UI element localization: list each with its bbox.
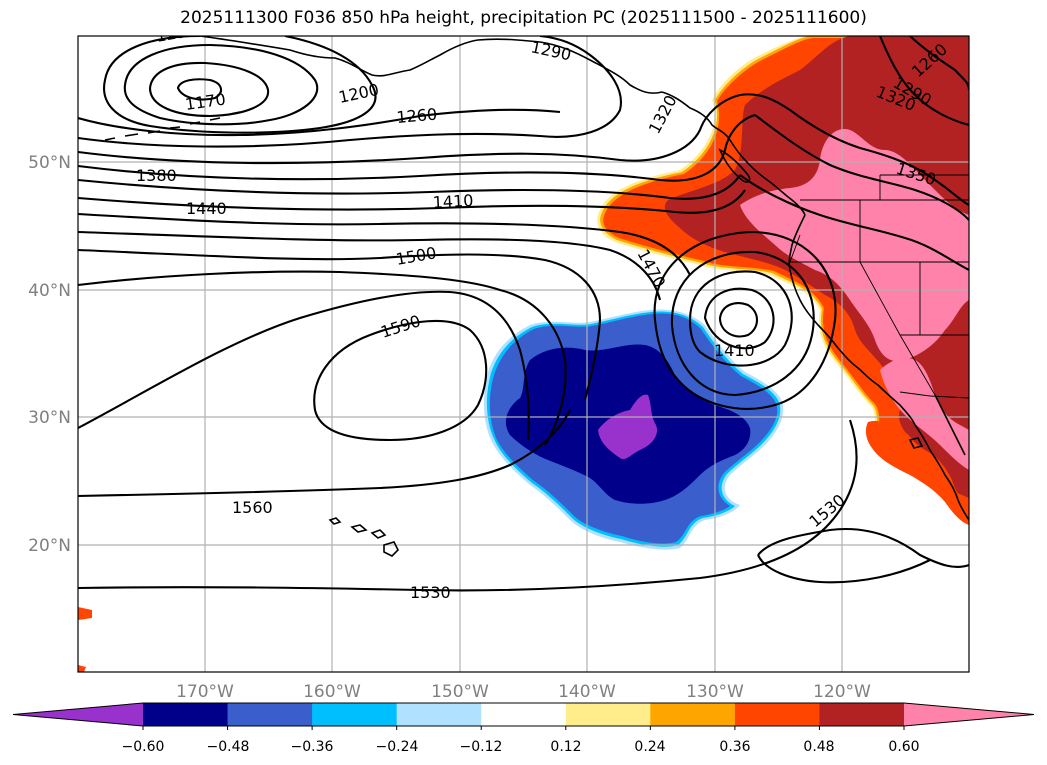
contour-1530-low bbox=[653, 230, 837, 410]
colorbar: −0.60 −0.48 −0.36 −0.24 −0.12 0.12 0.24 … bbox=[12, 702, 1035, 755]
colorbar-segment bbox=[650, 703, 736, 726]
contour-1260-ne bbox=[909, 36, 969, 91]
lon-label: 140°W bbox=[558, 682, 616, 702]
guadalupe-dot bbox=[908, 437, 924, 449]
contour-1380-ne bbox=[739, 174, 969, 271]
contour-1470-low bbox=[688, 270, 793, 367]
contour-label: 1560 bbox=[232, 498, 273, 517]
contour-label: 1410 bbox=[714, 341, 755, 360]
colorbar-segment bbox=[312, 703, 398, 726]
latitude-labels: 50°N 40°N 30°N 20°N bbox=[28, 153, 71, 556]
contour-label: 1530 bbox=[410, 583, 451, 602]
colorbar-tick-label: −0.24 bbox=[376, 739, 419, 755]
contour-1440 bbox=[78, 212, 691, 276]
colorbar-tick-label: −0.48 bbox=[207, 739, 250, 755]
us-mexico-border bbox=[899, 391, 969, 399]
contour-1260-open bbox=[78, 108, 561, 137]
colorbar-tick-label: 0.24 bbox=[634, 739, 665, 755]
pos-anomaly-speck-sw2 bbox=[78, 665, 86, 672]
contour-label: 1410 bbox=[432, 191, 474, 212]
colorbar-segment bbox=[565, 703, 651, 726]
colorbar-tick-label: 0.60 bbox=[888, 739, 919, 755]
contour-1290-ne bbox=[879, 36, 969, 127]
pos-anomaly-baja bbox=[865, 420, 969, 525]
colorbar-segment bbox=[734, 703, 820, 726]
contour-1380 bbox=[78, 174, 741, 200]
contour-1530-south bbox=[78, 419, 858, 592]
se-alaska-bc-coast bbox=[661, 91, 806, 216]
hawaii-islands bbox=[328, 517, 399, 557]
contour-1440-low bbox=[703, 287, 775, 350]
neg-anomaly-purple bbox=[598, 394, 658, 460]
baja-coast bbox=[914, 424, 969, 521]
contour-1560-south bbox=[78, 409, 571, 498]
coastlines bbox=[104, 36, 969, 557]
colorbar-segment bbox=[819, 703, 905, 726]
colorbar-tick-label: −0.36 bbox=[291, 739, 334, 755]
contour-1320 bbox=[78, 93, 791, 165]
map-layers: 1230 1170 1200 1260 1290 1380 1440 1410 … bbox=[78, 20, 969, 672]
contour-1530-north bbox=[78, 270, 567, 446]
colorbar-tick-label: −0.12 bbox=[460, 739, 503, 755]
colorbar-ticks: −0.60 −0.48 −0.36 −0.24 −0.12 0.12 0.24 … bbox=[122, 739, 920, 755]
contour-1290 bbox=[78, 36, 622, 148]
contour-label: 1380 bbox=[136, 166, 177, 185]
contour-1560-north bbox=[78, 290, 530, 441]
colorbar-extend-high bbox=[904, 703, 1034, 726]
state-borders bbox=[789, 174, 969, 396]
lon-label: 170°W bbox=[176, 682, 234, 702]
lat-label: 30°N bbox=[28, 408, 71, 428]
colorbar-tick-label: 0.48 bbox=[803, 739, 834, 755]
lat-label: 50°N bbox=[28, 153, 71, 173]
contour-label: 1230 bbox=[154, 20, 197, 46]
lat-label: 20°N bbox=[28, 536, 71, 556]
gulf-california-coast bbox=[934, 394, 966, 456]
colorbar-tick-label: 0.36 bbox=[719, 739, 750, 755]
contour-label: 1260 bbox=[396, 105, 438, 127]
contour-1590 bbox=[313, 319, 488, 442]
negative-anomaly-area bbox=[483, 309, 784, 550]
colorbar-extend-low bbox=[13, 703, 143, 726]
contour-1410 bbox=[78, 189, 746, 214]
pos-anomaly-speck-sw bbox=[78, 607, 92, 620]
lat-label: 40°N bbox=[28, 281, 71, 301]
pos-anomaly-pink-north bbox=[740, 129, 969, 362]
contour-label: 1440 bbox=[186, 199, 227, 218]
contour-1350 bbox=[78, 113, 756, 182]
colorbar-segment bbox=[143, 703, 229, 726]
lon-label: 150°W bbox=[431, 682, 489, 702]
pos-anomaly-pink-south bbox=[880, 358, 969, 470]
contour-1200-ring bbox=[148, 61, 270, 118]
colorbar-tick-label: 0.12 bbox=[550, 739, 581, 755]
contour-1170 bbox=[176, 78, 223, 101]
lon-label: 120°W bbox=[813, 682, 871, 702]
contour-1500-low bbox=[670, 250, 815, 397]
lon-label: 160°W bbox=[303, 682, 361, 702]
map-title: 2025111300 F036 850 hPa height, precipit… bbox=[180, 8, 867, 28]
contour-1410-low bbox=[718, 302, 759, 338]
colorbar-segment bbox=[396, 703, 482, 726]
map-frame bbox=[77, 35, 970, 673]
contour-1350-ne bbox=[754, 114, 969, 221]
positive-anomaly-area bbox=[78, 36, 969, 672]
contour-1500 bbox=[78, 248, 602, 401]
contour-1530-east bbox=[757, 528, 969, 584]
longitude-labels: 170°W 160°W 150°W 140°W 130°W 120°W bbox=[176, 682, 871, 702]
colorbar-segment bbox=[227, 703, 313, 726]
height-contours bbox=[78, 36, 969, 592]
us-west-coast bbox=[788, 214, 916, 426]
colorbar-tick-label: −0.60 bbox=[122, 739, 165, 755]
colorbar-segment bbox=[481, 703, 567, 726]
contour-1470 bbox=[78, 230, 662, 301]
lon-label: 130°W bbox=[686, 682, 744, 702]
contour-1230-ring bbox=[123, 43, 319, 126]
contour-1320-ne bbox=[789, 109, 969, 206]
colorbar-segments bbox=[12, 702, 1035, 730]
